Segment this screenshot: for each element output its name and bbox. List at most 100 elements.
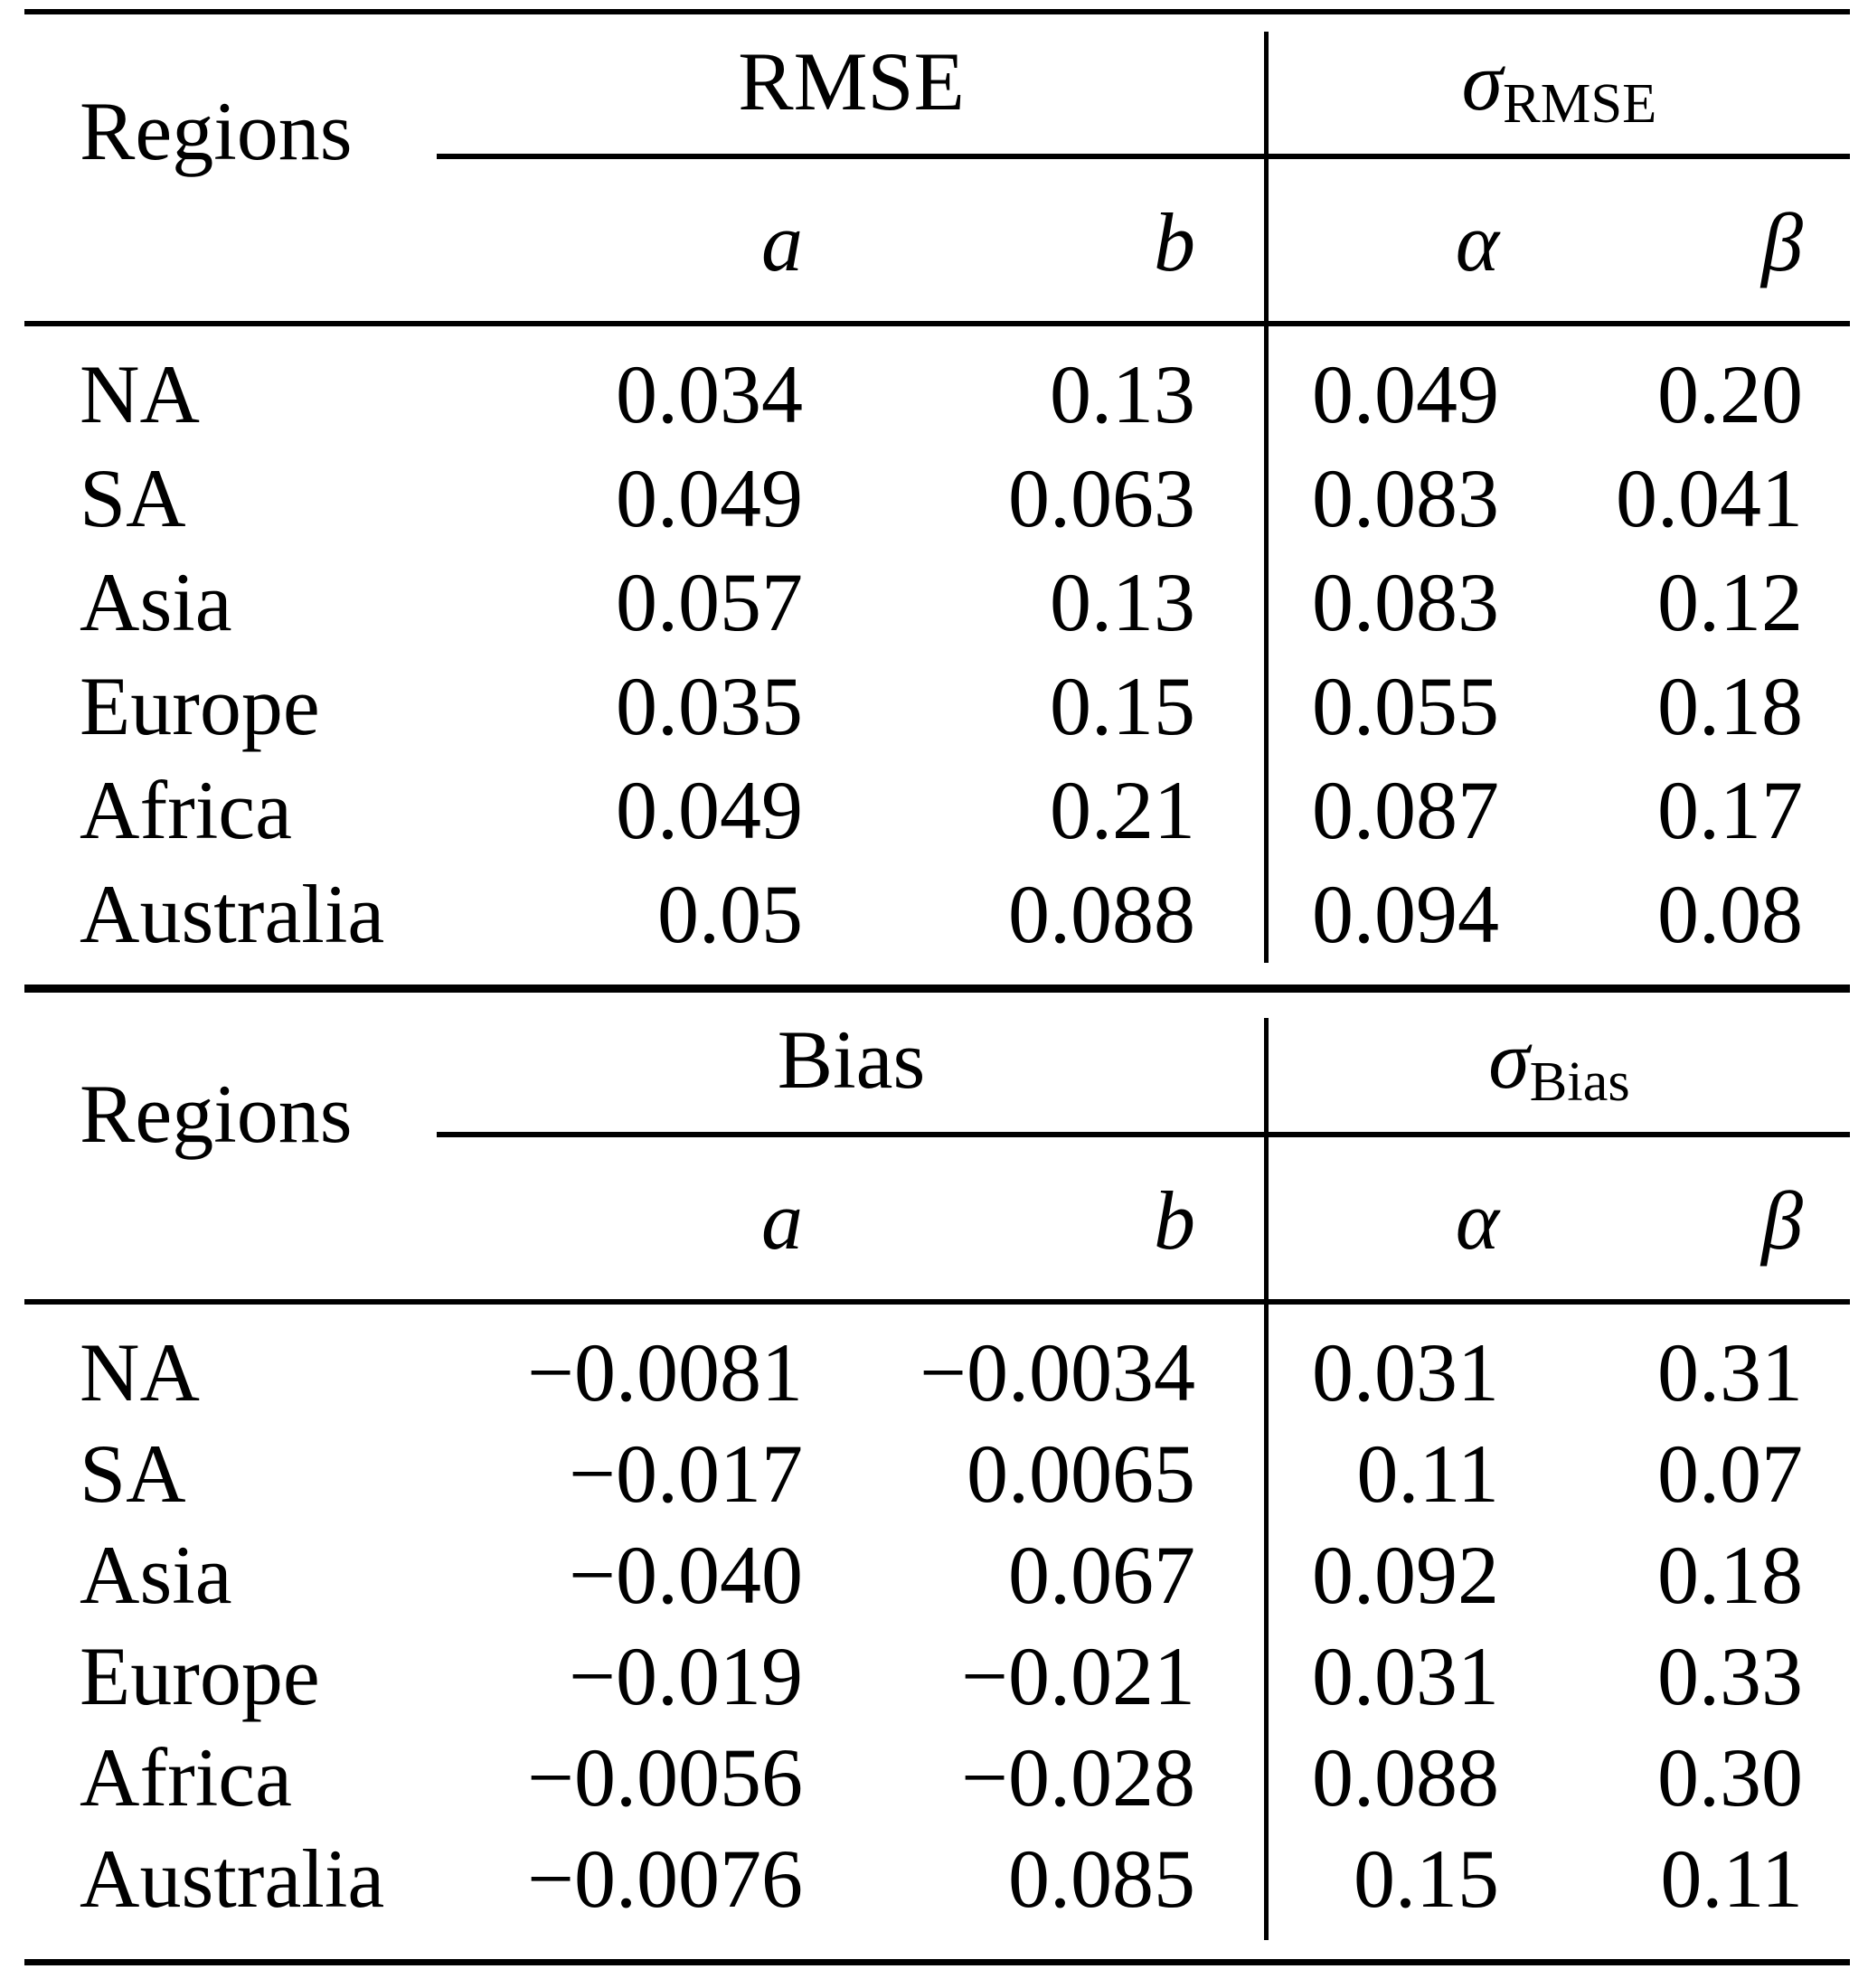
cell-beta: 0.11 <box>1660 1833 1803 1925</box>
region-label: NA <box>80 348 200 440</box>
cell-beta: 0.33 <box>1657 1630 1803 1722</box>
cell-b: 0.088 <box>1008 868 1195 960</box>
cell-beta: 0.18 <box>1657 1529 1803 1621</box>
table-row: SA 0.049 0.063 0.083 0.041 <box>0 447 1868 551</box>
cell-alpha: 0.083 <box>1312 452 1499 544</box>
cell-b: 0.13 <box>1050 348 1195 440</box>
cell-b: −0.028 <box>961 1731 1195 1823</box>
cell-alpha: 0.11 <box>1356 1427 1499 1520</box>
bias-header-bottom-rule <box>24 1299 1850 1305</box>
cell-a: −0.0056 <box>527 1731 803 1823</box>
cell-alpha: 0.031 <box>1312 1326 1499 1418</box>
column-header-a: a <box>761 196 803 288</box>
cell-alpha: 0.094 <box>1312 868 1499 960</box>
region-label: Europe <box>80 1630 320 1722</box>
table-row: SA −0.017 0.0065 0.11 0.07 <box>0 1423 1868 1524</box>
bottom-rule <box>24 1959 1850 1965</box>
table-row: Africa 0.049 0.21 0.087 0.17 <box>0 758 1868 862</box>
cell-beta: 0.08 <box>1657 868 1803 960</box>
cell-alpha: 0.083 <box>1312 556 1499 648</box>
region-label: Africa <box>80 764 292 856</box>
column-header-beta: β <box>1761 196 1803 288</box>
bias-column-header-row: a b α β <box>0 1166 1868 1275</box>
column-header-alpha: α <box>1455 196 1499 288</box>
cell-a: 0.057 <box>616 556 803 648</box>
sigma-rmse-group-header: σRMSE <box>1269 27 1850 136</box>
cell-b: 0.063 <box>1008 452 1195 544</box>
cell-beta: 0.18 <box>1657 660 1803 752</box>
region-label: Australia <box>80 868 385 960</box>
table-row: Europe 0.035 0.15 0.055 0.18 <box>0 655 1868 758</box>
region-label: SA <box>80 1427 186 1520</box>
cell-beta: 0.12 <box>1657 556 1803 648</box>
cell-a: −0.0081 <box>527 1326 803 1418</box>
cell-b: 0.13 <box>1050 556 1195 648</box>
cell-beta: 0.31 <box>1657 1326 1803 1418</box>
column-header-b: b <box>1154 196 1195 288</box>
rmse-header-bottom-rule <box>24 321 1850 326</box>
cell-beta: 0.07 <box>1657 1427 1803 1520</box>
cell-beta: 0.17 <box>1657 764 1803 856</box>
bias-regions-header-row: Regions <box>0 1060 1868 1168</box>
column-header-beta: β <box>1761 1174 1803 1267</box>
rmse-group-header: RMSE <box>738 35 965 127</box>
cell-beta: 0.041 <box>1616 452 1803 544</box>
cell-alpha: 0.055 <box>1312 660 1499 752</box>
regions-header: Regions <box>80 85 353 177</box>
cell-b: 0.085 <box>1008 1833 1195 1925</box>
bias-group-subrule <box>437 1132 1850 1137</box>
cell-b: −0.0034 <box>920 1326 1195 1418</box>
cell-a: −0.0076 <box>527 1833 803 1925</box>
rmse-column-divider <box>1264 32 1269 963</box>
cell-b: −0.021 <box>961 1630 1195 1722</box>
region-label: Australia <box>80 1833 385 1925</box>
table-row: Africa −0.0056 −0.028 0.088 0.30 <box>0 1727 1868 1828</box>
rmse-regions-header-row: Regions <box>0 77 1868 185</box>
cell-b: 0.0065 <box>967 1427 1195 1520</box>
column-header-b: b <box>1154 1174 1195 1267</box>
cell-alpha: 0.031 <box>1312 1630 1499 1722</box>
cell-b: 0.067 <box>1008 1529 1195 1621</box>
cell-alpha: 0.092 <box>1312 1529 1499 1621</box>
bias-column-divider <box>1264 1018 1269 1940</box>
table-row: Asia 0.057 0.13 0.083 0.12 <box>0 551 1868 655</box>
sigma-symbol: σ <box>1461 35 1504 127</box>
cell-b: 0.15 <box>1050 660 1195 752</box>
cell-alpha: 0.049 <box>1312 348 1499 440</box>
sigma-subscript: RMSE <box>1503 71 1657 135</box>
cell-b: 0.21 <box>1050 764 1195 856</box>
rmse-column-header-row: a b α β <box>0 188 1868 297</box>
cell-beta: 0.20 <box>1657 348 1803 440</box>
column-header-alpha: α <box>1455 1174 1499 1267</box>
regions-header: Regions <box>80 1068 353 1160</box>
table-row: NA 0.034 0.13 0.049 0.20 <box>0 343 1868 447</box>
region-label: Asia <box>80 1529 232 1621</box>
cell-a: 0.035 <box>616 660 803 752</box>
cell-a: 0.049 <box>616 764 803 856</box>
table-divider-rule <box>24 985 1850 993</box>
region-label: Europe <box>80 660 320 752</box>
region-label: SA <box>80 452 186 544</box>
cell-beta: 0.30 <box>1657 1731 1803 1823</box>
rmse-table-body: NA 0.034 0.13 0.049 0.20 SA 0.049 0.063 … <box>0 343 1868 966</box>
region-label: Asia <box>80 556 232 648</box>
cell-a: 0.049 <box>616 452 803 544</box>
bias-table-body: NA −0.0081 −0.0034 0.031 0.31 SA −0.017 … <box>0 1322 1868 1929</box>
sigma-symbol: σ <box>1488 1013 1530 1106</box>
cell-a: −0.040 <box>569 1529 803 1621</box>
rmse-group-subrule <box>437 154 1850 159</box>
cell-alpha: 0.15 <box>1354 1833 1499 1925</box>
table-row: Asia −0.040 0.067 0.092 0.18 <box>0 1524 1868 1625</box>
cell-alpha: 0.088 <box>1312 1731 1499 1823</box>
region-label: NA <box>80 1326 200 1418</box>
cell-a: 0.05 <box>657 868 803 960</box>
bias-group-header: Bias <box>777 1013 926 1106</box>
cell-a: −0.019 <box>569 1630 803 1722</box>
cell-a: −0.017 <box>569 1427 803 1520</box>
table-row: Europe −0.019 −0.021 0.031 0.33 <box>0 1625 1868 1727</box>
column-header-a: a <box>761 1174 803 1267</box>
table-row: NA −0.0081 −0.0034 0.031 0.31 <box>0 1322 1868 1423</box>
table-row: Australia −0.0076 0.085 0.15 0.11 <box>0 1828 1868 1929</box>
sigma-subscript: Bias <box>1529 1049 1630 1113</box>
